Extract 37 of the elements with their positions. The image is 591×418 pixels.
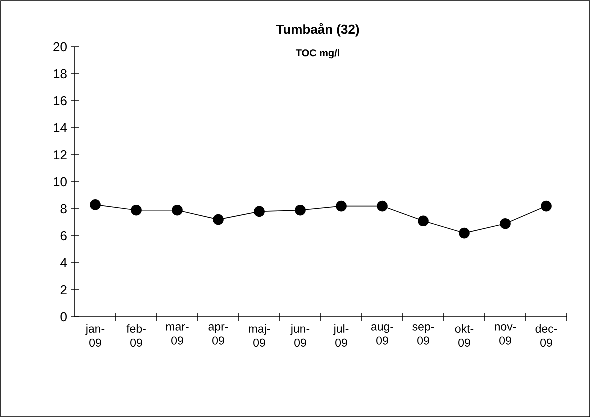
- point: [459, 228, 470, 239]
- y-tick-label: 20: [54, 42, 67, 52]
- x-tick-label: dec-09: [536, 324, 558, 347]
- y-tick-label: 18: [54, 69, 67, 79]
- x-tick-label: aug-09: [371, 324, 394, 345]
- y-tick-label: 8: [60, 204, 67, 214]
- point: [254, 206, 265, 218]
- x-tick-label: mar-09: [166, 324, 189, 345]
- point: [172, 204, 183, 216]
- point: [295, 204, 306, 216]
- y-tick-label: 2: [60, 285, 67, 295]
- x-tick-label: jan-09: [86, 324, 105, 347]
- point: [90, 200, 101, 210]
- x-tick-label: sep-09: [412, 324, 434, 345]
- x-tick-label: jul-09: [334, 324, 349, 347]
- y-tick-label: 14: [54, 124, 68, 132]
- x-tick-label: nov-09: [495, 324, 516, 345]
- chart-title: Tumbaån (32): [276, 23, 360, 37]
- point: [131, 204, 142, 216]
- chart-subtitle: TOC mg/l: [296, 49, 340, 59]
- y-tick-label: 4: [60, 258, 68, 268]
- y-tick-label: 10: [54, 177, 67, 187]
- y-tick-label: 6: [60, 231, 67, 241]
- x-tick-label: jun-09: [290, 324, 310, 347]
- x-tick-label: maj-09: [249, 324, 270, 347]
- x-tick-label: apr-09: [208, 324, 228, 345]
- point: [418, 216, 429, 227]
- point: [500, 218, 511, 230]
- y-tick-label: 0: [60, 312, 67, 322]
- point: [377, 200, 388, 212]
- point: [541, 200, 552, 212]
- y-tick-label: 16: [54, 96, 67, 106]
- point: [336, 200, 347, 212]
- x-tick-label: okt-09: [455, 324, 474, 347]
- x-tick-label: feb-09: [126, 324, 146, 347]
- y-tick-label: 12: [54, 150, 67, 160]
- point: [213, 214, 224, 226]
